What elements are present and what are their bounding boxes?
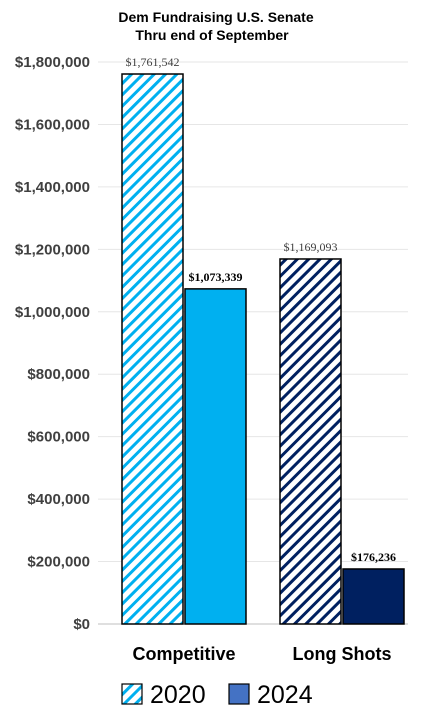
y-tick-label: $400,000	[27, 491, 90, 508]
data-label: $176,236	[351, 550, 396, 564]
legend-swatch-2024	[228, 683, 250, 705]
legend-label-2024: 2024	[257, 681, 313, 709]
bars	[121, 73, 405, 625]
y-axis: $0 $200,000 $400,000 $600,000 $800,000 $1,000…	[15, 54, 90, 633]
y-tick-label: $600,000	[27, 429, 90, 446]
y-tick-label: $1,600,000	[15, 116, 90, 133]
x-category-label: Long Shots	[293, 644, 392, 664]
bar-2020-competitive	[121, 73, 184, 625]
y-tick-label: $800,000	[27, 366, 90, 383]
x-axis: Competitive Long Shots	[132, 644, 391, 664]
bar-2020-long-shots	[279, 258, 342, 625]
legend-swatch-2020	[121, 683, 143, 705]
y-tick-label: $0	[73, 616, 90, 633]
legend: 2020 2024	[121, 681, 313, 709]
y-tick-label: $200,000	[27, 554, 90, 571]
data-label: $1,169,093	[284, 240, 338, 254]
data-labels: $1,761,542 $1,169,093 $1,073,339 $176,236	[126, 55, 397, 564]
chart-subtitle: Thru end of September	[135, 27, 289, 43]
y-tick-label: $1,800,000	[15, 54, 90, 71]
bar-2024-competitive	[184, 288, 247, 625]
bar-2024-long-shots	[342, 568, 405, 625]
chart-title: Dem Fundraising U.S. Senate	[118, 9, 313, 25]
data-label: $1,761,542	[126, 55, 180, 69]
legend-label-2020: 2020	[150, 681, 206, 709]
y-tick-label: $1,200,000	[15, 241, 90, 258]
data-label: $1,073,339	[189, 270, 243, 284]
y-tick-label: $1,400,000	[15, 179, 90, 196]
x-category-label: Competitive	[132, 644, 235, 664]
y-tick-label: $1,000,000	[15, 304, 90, 321]
